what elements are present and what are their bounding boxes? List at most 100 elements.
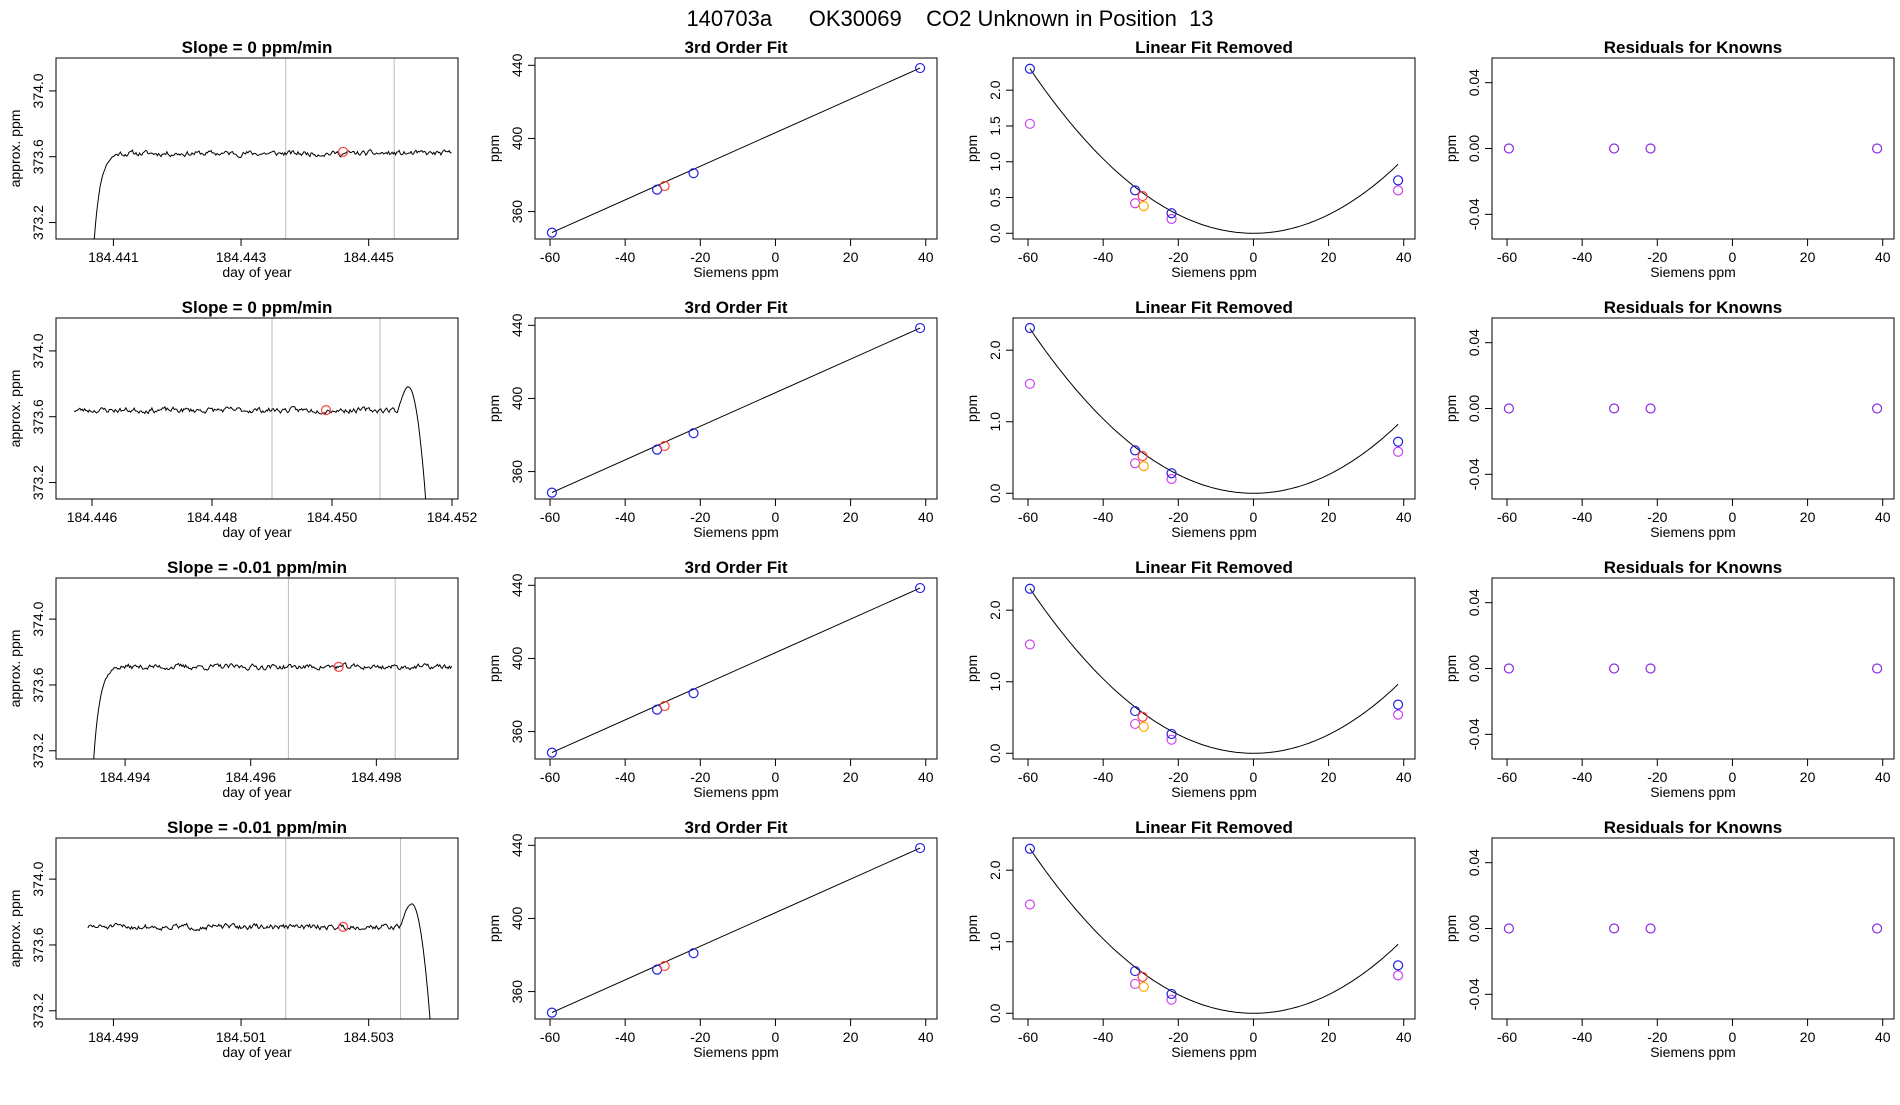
x-tick-label: 0 <box>1250 769 1258 785</box>
unknown-residual-point <box>1138 721 1149 732</box>
linear-residual-point <box>1024 899 1036 910</box>
unknown-point <box>1137 971 1148 982</box>
panel-r2-c2: Linear Fit Removed -60 -40 -20 0 20 40 0.0 1.0 2.… <box>964 558 1416 800</box>
fit-line <box>551 847 921 1014</box>
x-tick-label: -40 <box>1093 1029 1113 1045</box>
y-tick-label: -0.04 <box>1466 978 1482 1010</box>
plot-frame <box>534 837 938 1020</box>
x-tick-label: -60 <box>1018 509 1038 525</box>
y-tick-label: 1.0 <box>987 152 1003 172</box>
y-axis-label: approx. ppm <box>7 110 23 188</box>
x-axis-label: day of year <box>222 1044 292 1060</box>
x-tick-label: -20 <box>690 769 710 785</box>
x-tick-label: 40 <box>1875 1029 1891 1045</box>
fit-curve <box>1029 328 1399 494</box>
x-axis-label: Siemens ppm <box>1171 784 1257 800</box>
y-axis-label: approx. ppm <box>7 370 23 448</box>
y-tick-label: 1.0 <box>987 412 1003 432</box>
x-tick-label: -60 <box>540 769 560 785</box>
plot-area <box>546 842 926 1018</box>
unknown-point <box>659 440 670 452</box>
known-point <box>546 487 558 498</box>
x-tick-label: 40 <box>918 249 934 265</box>
plot-frame <box>534 317 938 500</box>
known-point <box>1392 699 1404 710</box>
x-tick-label: -60 <box>1018 249 1038 265</box>
x-tick-label: 0 <box>1250 1029 1258 1045</box>
panel-r3-c1: 3rd Order Fit -60 -40 -20 0 20 40 360 400 440 Siem… <box>486 818 938 1060</box>
x-tick-label: -40 <box>1093 509 1113 525</box>
x-tick-label: 20 <box>843 769 859 785</box>
residual-point <box>1503 923 1515 934</box>
x-tick-label: 0 <box>1729 1029 1737 1045</box>
panel-r2-c3: Residuals for Knowns -60 -40 -20 0 20 40 -0.04 0… <box>1443 558 1895 800</box>
y-tick-label: 440 <box>509 833 525 857</box>
plot-frame <box>1491 837 1895 1020</box>
x-tick-label: -20 <box>1168 769 1188 785</box>
x-tick-label: 184.448 <box>187 509 238 525</box>
y-tick-label: 0.04 <box>1466 69 1482 96</box>
y-tick-label: -0.04 <box>1466 198 1482 230</box>
x-tick-label: -60 <box>540 1029 560 1045</box>
y-axis-label: ppm <box>964 655 980 682</box>
sample-mean-marker <box>320 405 332 416</box>
panel-r2-c0: Slope = -0.01 ppm/min 184.494 184.496 184.4… <box>7 558 459 800</box>
x-tick-label: 0 <box>1729 509 1737 525</box>
plot-area <box>546 62 926 238</box>
known-point <box>1130 705 1141 717</box>
x-axis-label: Siemens ppm <box>693 1044 779 1060</box>
y-axis-label: ppm <box>964 915 980 942</box>
plot-area <box>93 578 453 759</box>
plot-area <box>1503 403 1883 414</box>
panel-title: 3rd Order Fit <box>685 818 788 837</box>
x-tick-label: 0 <box>1729 249 1737 265</box>
panel-title: Slope = -0.01 ppm/min <box>167 558 347 577</box>
y-tick-label: 360 <box>509 200 525 224</box>
x-tick-label: -40 <box>1572 1029 1592 1045</box>
y-axis-label: approx. ppm <box>7 630 23 708</box>
panel-title: Residuals for Knowns <box>1604 38 1783 57</box>
y-axis-label: ppm <box>486 135 502 162</box>
panel-r3-c2: Linear Fit Removed -60 -40 -20 0 20 40 0.0 1.0 2.… <box>964 818 1416 1060</box>
x-tick-label: 0 <box>772 249 780 265</box>
y-tick-label: 373.2 <box>30 993 46 1028</box>
y-tick-label: 400 <box>509 127 525 151</box>
plot-frame <box>55 577 459 760</box>
linear-residual-point <box>1130 198 1141 209</box>
y-tick-label: 0.00 <box>1466 395 1482 422</box>
y-tick-label: 2.0 <box>987 340 1003 360</box>
unknown-point <box>659 960 670 972</box>
panel-title: Linear Fit Removed <box>1135 558 1293 577</box>
panel-title: 3rd Order Fit <box>685 38 788 57</box>
panel-title: 3rd Order Fit <box>685 298 788 317</box>
co2-trace <box>87 903 431 1019</box>
y-tick-label: 2.0 <box>987 600 1003 620</box>
linear-residual-point <box>1130 978 1141 990</box>
y-tick-label: -0.04 <box>1466 458 1482 490</box>
x-axis-label: day of year <box>222 524 292 540</box>
unknown-point <box>1137 711 1148 722</box>
known-point <box>688 168 699 179</box>
plot-area <box>1503 143 1883 154</box>
panel-r0-c0: Slope = 0 ppm/min 184.441 184.443 184.445 37… <box>7 38 459 280</box>
x-tick-label: 40 <box>1875 769 1891 785</box>
x-tick-label: 20 <box>843 249 859 265</box>
x-tick-label: 184.499 <box>88 1029 139 1045</box>
known-point <box>1024 583 1036 594</box>
panel-r2-c1: 3rd Order Fit -60 -40 -20 0 20 40 360 400 440 Siem… <box>486 558 938 800</box>
plot-frame <box>534 577 938 760</box>
known-point <box>1024 63 1036 74</box>
x-tick-label: 0 <box>772 1029 780 1045</box>
x-tick-label: 40 <box>918 509 934 525</box>
x-tick-label: 40 <box>1396 769 1412 785</box>
y-tick-label: 440 <box>509 573 525 597</box>
unknown-point <box>1137 450 1148 462</box>
linear-residual-point <box>1166 994 1177 1005</box>
x-tick-label: -20 <box>690 1029 710 1045</box>
y-tick-label: 360 <box>509 460 525 484</box>
panel-title: Residuals for Knowns <box>1604 818 1783 837</box>
y-tick-label: 400 <box>509 907 525 931</box>
x-tick-label: -40 <box>1572 249 1592 265</box>
plot-frame <box>55 57 459 240</box>
